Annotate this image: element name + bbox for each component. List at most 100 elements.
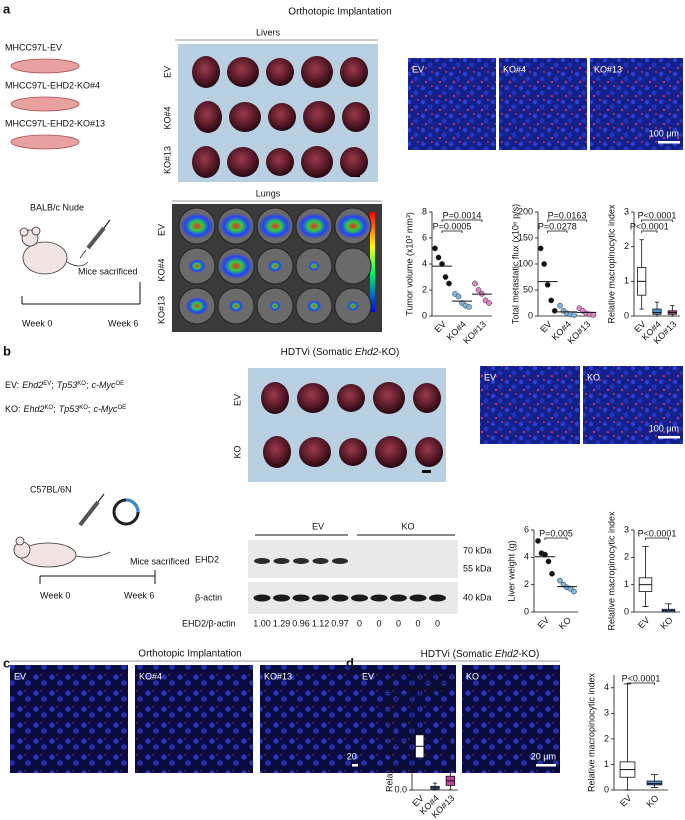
box	[652, 308, 662, 315]
dot	[442, 274, 449, 280]
dot	[544, 281, 551, 288]
y-tick-label: 4	[422, 258, 427, 268]
p-value: P<0.0001	[638, 528, 677, 538]
band	[409, 594, 427, 602]
separator: ;	[88, 404, 91, 414]
y-tick-label: 0	[528, 310, 533, 320]
mouse-strain: BALB/c Nude	[30, 202, 84, 212]
bracket	[544, 537, 568, 540]
band	[253, 594, 271, 602]
image-label: KO#13	[594, 64, 622, 74]
title-part: Ehd2	[355, 347, 379, 358]
cell-line: MHCC97L-EHD2-KO#13	[5, 118, 105, 128]
cell-line: MHCC97L-EV	[5, 42, 62, 52]
band	[273, 558, 290, 564]
axis	[633, 530, 680, 613]
ihc-image	[480, 366, 580, 444]
signal	[185, 297, 209, 315]
panel-title: HDTVi (Somatic Ehd2-KO)	[421, 649, 540, 660]
x-tick-label: KO	[658, 615, 674, 631]
lung-well	[334, 247, 372, 285]
y-tick-label: 3	[624, 206, 629, 216]
y-tick-label: 2.5	[394, 669, 407, 679]
gene-sup: KO	[77, 381, 86, 387]
ratio-value: 0.96	[292, 618, 310, 628]
image-label: EV	[484, 372, 496, 382]
band	[293, 558, 309, 564]
liver	[192, 56, 220, 88]
ratio-value: 1.00	[253, 618, 271, 628]
gene-sup: KO	[45, 405, 54, 411]
y-tick-label: 3	[624, 524, 629, 534]
scale-bar	[422, 470, 431, 473]
image-title: Lungs	[256, 188, 281, 198]
row-label: EV	[162, 66, 172, 78]
title-part: HDTVi (Somatic	[281, 347, 355, 358]
dot	[549, 570, 555, 577]
band	[331, 594, 349, 602]
bracket	[441, 230, 463, 233]
x-tick-label: EV	[433, 319, 449, 335]
gene: c-Myc	[93, 404, 117, 414]
ihc-image	[135, 665, 253, 773]
liver	[192, 146, 220, 178]
ratio-label: EHD2/β-actin	[182, 618, 236, 628]
signal	[336, 213, 370, 239]
scale-text: 20 μm	[531, 751, 556, 761]
mouse-icon	[19, 226, 89, 275]
x-tick-label: EV	[636, 615, 652, 631]
dot	[590, 312, 597, 318]
p-value: P=0.0163	[548, 210, 587, 220]
y-tick-label: 2	[624, 552, 629, 562]
band	[332, 558, 348, 564]
panel-letter: c	[3, 655, 10, 670]
signal	[228, 300, 244, 312]
scale-bar	[658, 436, 680, 439]
axis	[533, 530, 578, 613]
x-tick-label: EV	[618, 793, 634, 809]
marker-label: 70 kDa	[463, 545, 492, 555]
band-label: β-actin	[195, 592, 222, 602]
bracket	[641, 219, 673, 222]
liver	[301, 56, 333, 88]
y-tick-label: 0.0	[394, 784, 407, 794]
bracket	[547, 219, 587, 222]
bracket	[419, 682, 451, 685]
liver	[261, 382, 289, 414]
ratio-value: 0	[415, 618, 420, 628]
gene: Tp53	[59, 404, 80, 414]
signal	[306, 300, 322, 312]
western-blot	[248, 540, 458, 614]
box	[646, 780, 663, 786]
group-label: EV	[312, 521, 324, 531]
y-axis-label: Relative macropinocytic index	[606, 204, 616, 324]
genotype: KO: Ehd2KO; Tp53KO; c-MycOE	[5, 404, 126, 414]
ihc-image	[408, 58, 496, 150]
y-tick-label: 8	[422, 206, 427, 216]
image-label: KO	[587, 372, 600, 382]
title-part: Ehd2	[495, 649, 519, 660]
timeline-label: Week 0	[40, 590, 70, 600]
timeline-event: Mice sacrificed	[78, 266, 138, 276]
liver	[339, 438, 367, 466]
y-tick-label: 0	[604, 784, 609, 794]
signal	[269, 301, 281, 311]
signal	[188, 259, 206, 273]
plasmid-icon	[125, 498, 140, 513]
signal	[258, 213, 292, 239]
dot	[432, 245, 438, 252]
signal	[219, 253, 253, 279]
gene-sup: KO	[79, 405, 88, 411]
syringe-icon	[79, 219, 111, 259]
bracket	[419, 693, 436, 696]
bracket	[441, 219, 483, 222]
timeline-event: Mice sacrificed	[130, 556, 190, 566]
dot	[557, 302, 563, 309]
separator: ;	[53, 404, 56, 414]
bracket	[547, 230, 568, 233]
ihc-image	[590, 58, 683, 150]
p-value: P<0.0001	[408, 684, 447, 694]
liver	[299, 437, 331, 467]
ihc-image	[10, 665, 128, 773]
